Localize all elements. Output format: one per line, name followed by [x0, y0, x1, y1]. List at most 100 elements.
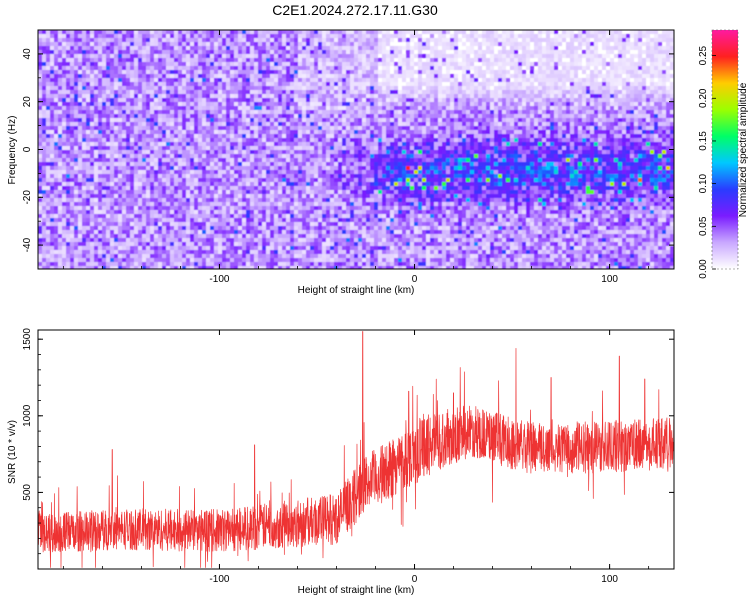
spectrogram-cell: [342, 154, 346, 158]
spectrogram-cell: [210, 66, 214, 70]
spectrogram-cell: [314, 74, 318, 78]
spectrogram-cell: [422, 134, 426, 138]
spectrogram-cell: [338, 94, 342, 98]
spectrogram-cell: [226, 54, 230, 58]
spectrogram-cell: [566, 78, 570, 82]
spectrogram-cell: [202, 78, 206, 82]
spectrogram-cell: [138, 142, 142, 146]
spectrogram-cell: [226, 90, 230, 94]
spectrogram-cell: [294, 150, 298, 154]
spectrogram-cell: [198, 42, 202, 46]
spectrogram-cell: [218, 90, 222, 94]
spectrogram-cell: [642, 62, 646, 66]
spectrogram-cell: [650, 106, 654, 110]
spectrogram-cell: [442, 106, 446, 110]
spectrogram-cell: [286, 50, 290, 54]
spectrogram-cell: [54, 118, 58, 122]
spectrogram-cell: [406, 102, 410, 106]
spectrogram-cell: [458, 90, 462, 94]
spectrogram-cell: [642, 50, 646, 54]
spectrogram-cell: [306, 122, 310, 126]
spectrogram-cell: [202, 118, 206, 122]
spectrogram-cell: [426, 118, 430, 122]
spectrogram-cell: [494, 130, 498, 134]
spectrogram-cell: [146, 42, 150, 46]
spectrogram-cell: [490, 54, 494, 58]
spectrogram-cell: [586, 146, 590, 150]
spectrogram-cell: [230, 86, 234, 90]
spectrogram-cell: [426, 42, 430, 46]
spectrogram-cell: [502, 38, 506, 42]
spectrogram-cell: [106, 42, 110, 46]
spectrogram-cell: [162, 58, 166, 62]
spectrogram-cell: [102, 122, 106, 126]
spectrogram-cell: [574, 78, 578, 82]
spectrogram-cell: [558, 118, 562, 122]
spectrogram-cell: [150, 66, 154, 70]
spectrogram-cell: [326, 34, 330, 38]
spectrogram-cell: [386, 150, 390, 154]
spectrogram-cell: [434, 130, 438, 134]
spectrogram-cell: [186, 114, 190, 118]
spectrogram-cell: [498, 74, 502, 78]
spectrogram-cell: [638, 38, 642, 42]
spectrogram-cell: [78, 114, 82, 118]
spectrogram-cell: [286, 70, 290, 74]
spectrogram-cell: [134, 50, 138, 54]
spectrogram-cell: [414, 146, 418, 150]
spectrogram-cell: [98, 66, 102, 70]
spectrogram-cell: [86, 110, 90, 114]
spectrogram-cell: [450, 66, 454, 70]
spectrogram-cell: [326, 74, 330, 78]
spectrogram-cell: [46, 138, 50, 142]
spectrogram-cell: [278, 94, 282, 98]
spectrogram-cell: [102, 38, 106, 42]
spectrogram-cell: [346, 34, 350, 38]
spectrogram-cell: [402, 94, 406, 98]
spectrogram-cell: [350, 110, 354, 114]
spectrogram-cell: [278, 130, 282, 134]
spectrogram-cell: [278, 90, 282, 94]
spectrogram-cell: [206, 34, 210, 38]
spectrogram-cell: [566, 74, 570, 78]
spectrogram-cell: [318, 98, 322, 102]
spectrogram-cell: [162, 86, 166, 90]
spectrogram-cell: [598, 34, 602, 38]
spectrogram-cell: [218, 38, 222, 42]
spectrogram-cell: [586, 86, 590, 90]
spectrogram-cell: [306, 150, 310, 154]
spectrogram-cell: [586, 82, 590, 86]
spectrogram-cell: [154, 122, 158, 126]
spectrogram-cell: [410, 66, 414, 70]
spectrogram-cell: [494, 78, 498, 82]
spectrogram-cell: [234, 94, 238, 98]
spectrogram-cell: [310, 106, 314, 110]
spectrogram-cell: [166, 62, 170, 66]
spectrogram-cell: [162, 146, 166, 150]
spectrogram-cell: [426, 74, 430, 78]
spectrogram-cell: [510, 114, 514, 118]
spectrogram-cell: [198, 102, 202, 106]
spectrogram-cell: [270, 34, 274, 38]
spectrogram-cell: [58, 62, 62, 66]
spectrogram-cell: [42, 146, 46, 150]
spectrogram-cell: [378, 150, 382, 154]
spectrogram-cell: [306, 138, 310, 142]
spectrogram-cell: [626, 62, 630, 66]
spectrogram-cell: [262, 126, 266, 130]
spectrogram-cell: [578, 138, 582, 142]
spectrogram-cell: [54, 134, 58, 138]
spectrogram-cell: [134, 102, 138, 106]
spectrogram-cell: [590, 138, 594, 142]
spectrogram-cell: [102, 118, 106, 122]
spectrogram-cell: [334, 34, 338, 38]
spectrogram-cell: [114, 86, 118, 90]
spectrogram-cell: [266, 102, 270, 106]
spectrogram-cell: [558, 126, 562, 130]
spectrogram-cell: [654, 150, 658, 154]
spectrogram-cell: [570, 66, 574, 70]
spectrogram-cell: [326, 150, 330, 154]
spectrogram-cell: [646, 42, 650, 46]
spectrogram-cell: [322, 42, 326, 46]
spectrogram-cell: [670, 58, 674, 62]
